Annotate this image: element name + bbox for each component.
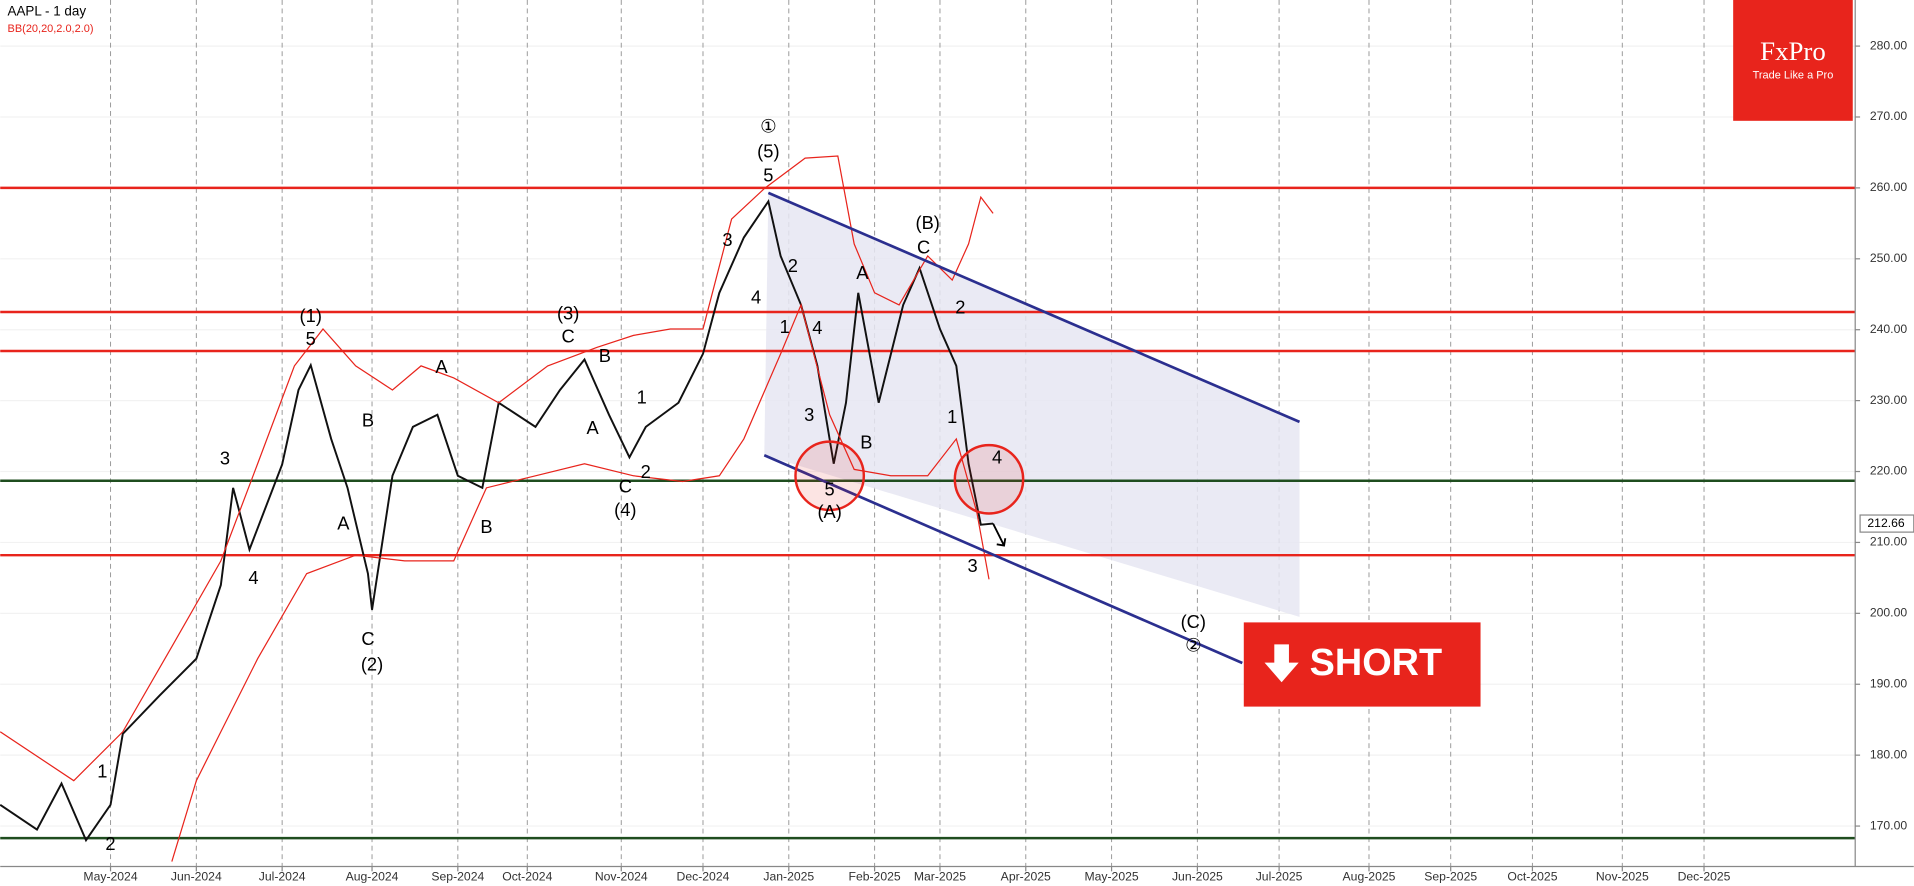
wave-label: 5 [763,164,773,185]
x-tick-label: Aug-2025 [1343,870,1396,884]
wave-label: 2 [641,461,651,482]
wave-label: (3) [557,303,579,324]
wave-label: B [362,410,374,431]
highlight-circle [953,443,1025,515]
wave-label: C [917,237,930,258]
x-tick-label: Feb-2025 [849,870,901,884]
x-tick-label: Oct-2025 [1507,870,1557,884]
wave-label: 2 [955,296,965,317]
logo-box [1733,0,1853,121]
wave-label: 1 [97,761,107,782]
wave-label: 3 [722,229,732,250]
wave-label: A [856,262,869,283]
wave-label: (1) [300,305,322,326]
short-label: SHORT [1310,642,1442,684]
wave-label: B [599,345,611,366]
wave-label: 5 [825,478,835,499]
wave-label: 5 [306,328,316,349]
wave-label: 4 [812,317,822,338]
under-layer [0,0,1856,867]
wave-label: C [361,628,374,649]
channel-shade [764,192,1300,617]
x-tick-label: Dec-2025 [1678,870,1731,884]
y-tick-label: 220.00 [1870,464,1907,478]
wave-label: 4 [992,447,1002,468]
wave-label: (B) [916,212,940,233]
band-line [171,302,990,862]
x-tick-label: Nov-2025 [1596,870,1649,884]
wave-label: B [480,516,492,537]
y-tick-label: 250.00 [1870,251,1907,265]
wave-label: 2 [105,833,115,854]
y-tick-label: 270.00 [1870,109,1907,123]
wave-label: (5) [757,140,779,161]
wave-label: 1 [947,406,957,427]
price-arrow [992,523,1007,547]
wave-label: ① [760,115,776,136]
x-tick-label: May-2024 [83,870,137,884]
y-tick-label: 240.00 [1870,322,1907,336]
wave-label: 3 [220,447,230,468]
logo-tagline: Trade Like a Pro [1753,70,1834,82]
wave-label: 1 [637,386,647,407]
x-tick-label: Dec-2024 [677,870,730,884]
x-tick-label: Jun-2024 [171,870,222,884]
chart-title: AAPL - 1 day [8,4,87,19]
y-tick-label: 210.00 [1870,535,1907,549]
wave-label: A [587,417,600,438]
x-tick-label: Jan-2025 [763,870,814,884]
y-tick-label: 280.00 [1870,38,1907,52]
wave-label: (2) [361,654,383,675]
wave-label: 3 [804,404,814,425]
x-tick-label: Apr-2025 [1001,870,1051,884]
down-arrow-icon [1264,644,1299,683]
highlight-circle [794,440,866,512]
brand-logo: FxPro Trade Like a Pro [1733,0,1853,121]
y-tick-label: 260.00 [1870,180,1907,194]
y-tick-label: 230.00 [1870,393,1907,407]
y-tick-label: 180.00 [1870,747,1907,761]
wave-label: A [337,513,350,534]
last-price-label: 212.66 [1867,516,1904,530]
wave-label: (A) [817,501,841,522]
y-tick-label: 170.00 [1870,818,1907,832]
x-tick-label: Sep-2025 [1424,870,1477,884]
short-button: SHORT [1243,622,1481,707]
channel-line [763,453,1243,665]
x-tick-label: Oct-2024 [502,870,552,884]
wave-label: (C) [1181,611,1206,632]
wave-label: A [435,356,448,377]
band-line [0,155,994,782]
wave-label: 4 [248,567,258,588]
price-line [0,198,994,843]
x-tick-label: Mar-2025 [914,870,966,884]
wave-label: B [860,432,872,453]
x-tick-label: Sep-2024 [431,870,484,884]
indicator-label: BB(20,20,2.0,2.0) [8,23,94,35]
wave-label: 1 [780,316,790,337]
x-tick-label: Jul-2024 [259,870,306,884]
wave-label: C [619,476,632,497]
wave-label: 2 [788,255,798,276]
wave-label: C [562,325,575,346]
channel-line [767,191,1301,424]
x-tick-label: Aug-2024 [346,870,399,884]
x-tick-label: Jul-2025 [1256,870,1303,884]
wave-label: (4) [614,499,636,520]
logo-name: FxPro [1760,36,1826,66]
x-tick-label: Nov-2024 [595,870,648,884]
x-tick-label: Jun-2025 [1172,870,1223,884]
x-tick-label: May-2025 [1084,870,1138,884]
y-tick-label: 200.00 [1870,606,1907,620]
wave-label: 3 [968,555,978,576]
y-tick-label: 190.00 [1870,676,1907,690]
wave-label: ② [1185,634,1201,655]
wave-label: 4 [751,286,761,307]
